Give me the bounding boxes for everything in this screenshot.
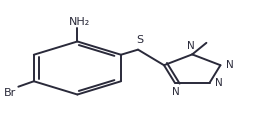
Text: N: N bbox=[215, 78, 223, 88]
Text: S: S bbox=[136, 35, 143, 45]
Text: N: N bbox=[187, 41, 195, 51]
Text: Br: Br bbox=[4, 88, 16, 98]
Text: NH₂: NH₂ bbox=[69, 16, 91, 27]
Text: N: N bbox=[226, 60, 234, 69]
Text: N: N bbox=[172, 87, 180, 97]
